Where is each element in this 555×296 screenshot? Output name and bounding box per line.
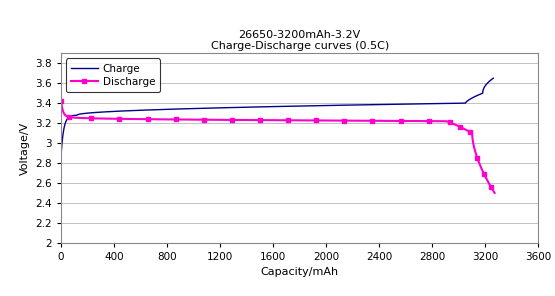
Charge — [284, 104, 291, 108]
Charge — [490, 76, 497, 80]
Discharge — [451, 123, 458, 126]
Discharge — [289, 118, 295, 122]
X-axis label: Capacity/mAh: Capacity/mAh — [261, 267, 339, 277]
Title: 26650-3200mAh-3.2V
Charge-Discharge curves (0.5C): 26650-3200mAh-3.2V Charge-Discharge curv… — [210, 30, 389, 51]
Discharge — [390, 119, 396, 123]
Charge — [407, 102, 414, 106]
Line: Discharge: Discharge — [59, 99, 497, 195]
Discharge — [340, 119, 347, 122]
Discharge — [110, 117, 117, 120]
Charge — [360, 103, 366, 107]
Line: Charge: Charge — [61, 78, 493, 155]
Charge — [462, 101, 469, 104]
Charge — [261, 105, 268, 109]
Discharge — [458, 126, 465, 129]
Legend: Charge, Discharge: Charge, Discharge — [66, 59, 160, 92]
Discharge — [491, 191, 498, 195]
Charge — [60, 128, 67, 132]
Y-axis label: Voltage/V: Voltage/V — [20, 121, 30, 175]
Charge — [58, 153, 64, 157]
Discharge — [58, 99, 64, 103]
